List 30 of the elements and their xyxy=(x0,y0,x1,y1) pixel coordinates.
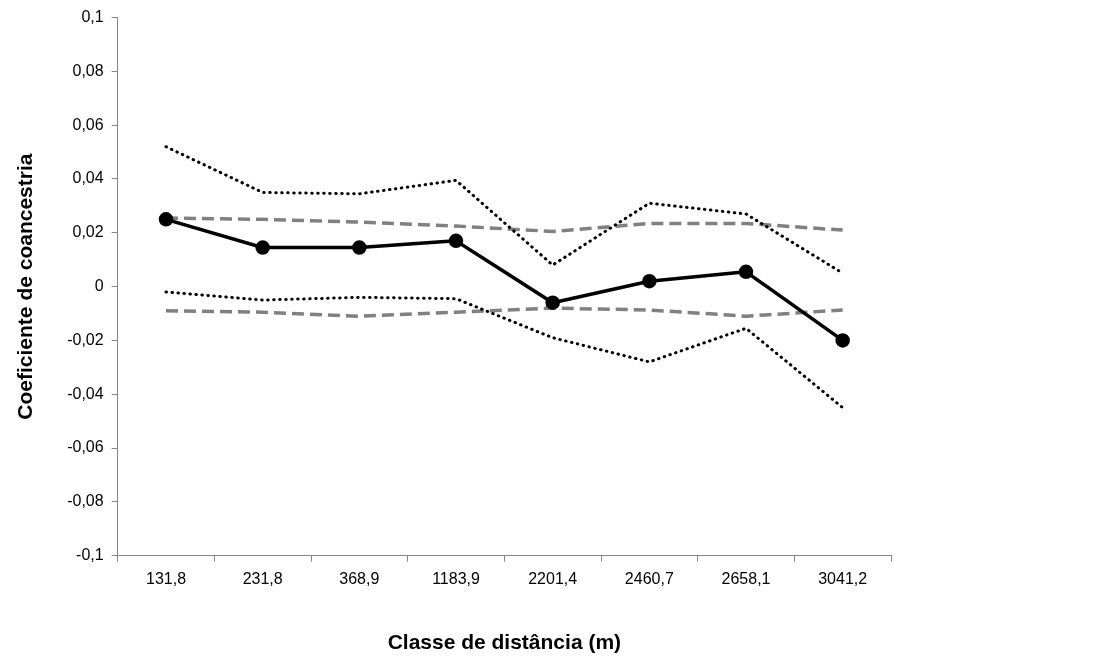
x-axis-title: Classe de distância (m) xyxy=(387,630,622,654)
y-axis-title: Coeficiente de coancestria xyxy=(13,153,37,420)
y-tick-label: 0 xyxy=(94,277,104,295)
x-tick-label: 131,8 xyxy=(145,569,187,587)
point xyxy=(158,212,174,227)
point xyxy=(255,240,270,255)
y-tick-label: -0,04 xyxy=(67,384,104,402)
y-tick-label: 0,04 xyxy=(72,169,104,187)
x-tick-label: 2658,1 xyxy=(721,569,771,587)
x-tick-label: 2201,4 xyxy=(528,569,578,587)
y-tick-label: 0,1 xyxy=(81,8,104,26)
x-tick-label: 231,8 xyxy=(242,569,283,587)
y-tick-label: 0,02 xyxy=(72,223,104,241)
x-tick-label: 2460,7 xyxy=(624,569,674,587)
x-tick-label: 1183,9 xyxy=(432,569,480,587)
point xyxy=(352,240,367,255)
y-tick-label: -0,06 xyxy=(67,438,104,456)
point xyxy=(835,333,850,348)
x-tick-label: 3041,2 xyxy=(818,569,868,587)
y-tick-label: -0,1 xyxy=(76,546,104,564)
point xyxy=(738,264,754,280)
line-series xyxy=(164,290,845,410)
y-tick-label: 0,08 xyxy=(72,61,104,79)
x-tick-label: 368,9 xyxy=(339,569,380,587)
y-tick-label: -0,08 xyxy=(67,492,104,510)
y-tick-label: 0,06 xyxy=(72,115,104,133)
point xyxy=(642,273,657,289)
y-tick-label: -0,02 xyxy=(67,330,104,348)
point xyxy=(545,295,560,310)
point xyxy=(448,233,464,249)
